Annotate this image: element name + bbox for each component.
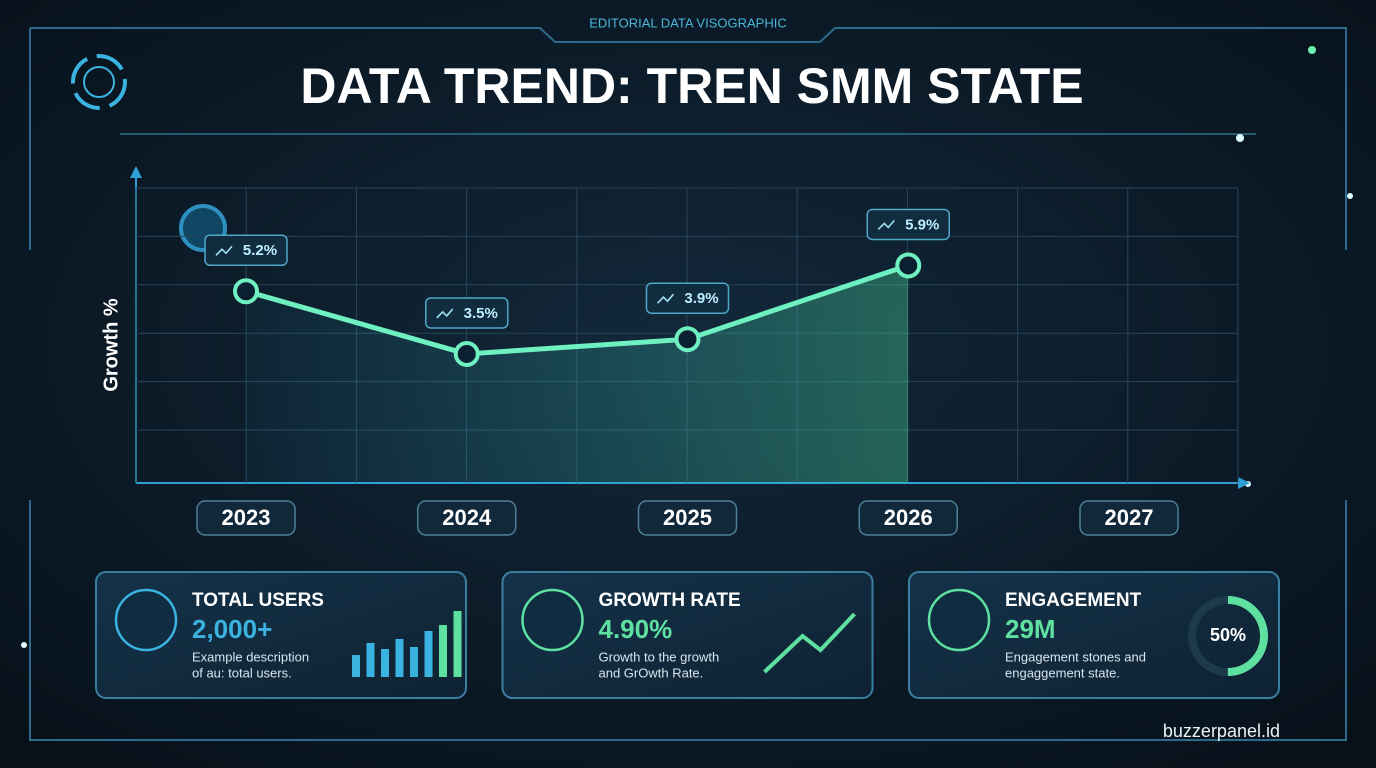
x-tick-label: 2024	[442, 505, 492, 530]
label-icon	[877, 219, 895, 231]
card-description: of au: total users.	[192, 665, 292, 680]
card-value: 2,000+	[192, 614, 272, 644]
area	[246, 265, 909, 483]
card	[501, 571, 874, 699]
plot: 2023 5.2% 2024 3.5% 2025 3.9% 2026 5.9% 2027	[196, 208, 1179, 536]
glow-dot	[1347, 193, 1353, 199]
data-label: 5.2%	[243, 242, 277, 259]
point	[895, 252, 922, 279]
x-tick-label: 2025	[663, 505, 712, 530]
label-box	[645, 282, 730, 314]
card-description: Growth to the growth	[599, 649, 720, 664]
card-title: GROWTH RATE	[599, 590, 741, 611]
line	[245, 263, 910, 357]
card-icon	[521, 588, 584, 652]
gauge-arc	[1188, 596, 1268, 676]
label-icon	[215, 245, 233, 256]
gauge-label: 50%	[1210, 625, 1246, 645]
card-description: Example description	[192, 649, 309, 664]
deco-bar	[410, 647, 418, 677]
year-pill	[858, 500, 958, 536]
deco-bar	[439, 625, 447, 677]
deco-dot	[1308, 46, 1316, 54]
deco-bar	[395, 639, 404, 677]
card-description: engaggement state.	[1005, 665, 1120, 680]
deco-bar	[424, 631, 433, 677]
label-box	[204, 234, 288, 266]
header: EDITORIAL DATA VISOGRAPHIC	[589, 15, 786, 30]
point	[453, 340, 480, 367]
data-label: 3.9%	[684, 290, 718, 307]
glow-dot	[1236, 134, 1244, 142]
x-tick-label: 2026	[884, 505, 933, 530]
card	[908, 571, 1280, 699]
x-tick-label: 2023	[222, 505, 271, 530]
card-value: 4.90%	[599, 614, 673, 644]
deco-bar	[453, 611, 462, 677]
label-icon	[436, 308, 454, 319]
deco-bar	[366, 643, 375, 677]
year-pill	[637, 500, 738, 536]
year-pill	[1079, 500, 1179, 536]
deco-bar	[352, 655, 360, 677]
label-box	[866, 208, 950, 241]
year-pill	[196, 500, 296, 536]
card-description: Engagement stones and	[1005, 649, 1146, 664]
footer: buzzerpanel.id	[1163, 721, 1280, 741]
frame	[29, 27, 1347, 741]
card-title: ENGAGEMENT	[1005, 590, 1142, 611]
card-title: TOTAL USERS	[192, 590, 324, 611]
data-label: 5.9%	[905, 216, 939, 233]
point	[674, 326, 701, 353]
label-icon	[656, 293, 675, 304]
deco-ring	[71, 54, 127, 110]
y-axis-label: Growth %	[100, 298, 122, 392]
title: DATA TREND: TREN SMM STATE	[300, 58, 1083, 114]
card-value: 29M	[1005, 614, 1056, 644]
year-pill	[417, 500, 517, 536]
card-icon	[927, 588, 991, 652]
card-icon	[114, 588, 178, 652]
deco-ring	[83, 66, 115, 98]
deco-trend	[763, 612, 856, 674]
data-label: 3.5%	[464, 305, 498, 322]
card-description: and GrOwth Rate.	[599, 665, 704, 680]
point	[233, 278, 259, 305]
deco-bar	[381, 649, 389, 677]
x-tick-label: 2027	[1105, 505, 1154, 530]
label-box	[425, 297, 509, 329]
glow-dot	[21, 642, 27, 648]
